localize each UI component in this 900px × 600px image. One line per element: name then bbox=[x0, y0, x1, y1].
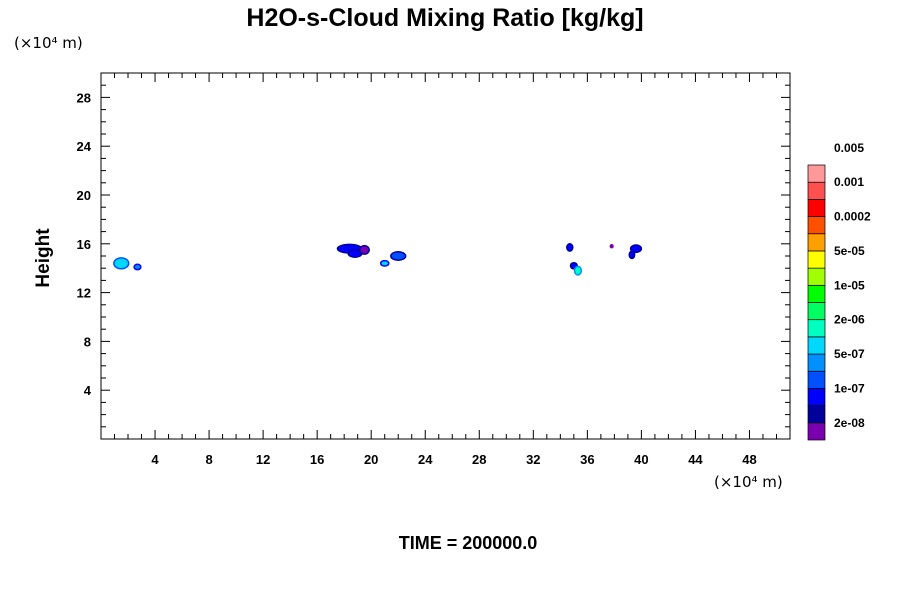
cloud-patch-6 bbox=[390, 250, 407, 262]
colorbar-swatch-8 bbox=[807, 284, 826, 303]
colorbar-swatch-1 bbox=[807, 405, 826, 424]
y-tick-label-16: 16 bbox=[77, 237, 91, 252]
colorbar: 2e-08 1e-07 5e-07 2e-06 1e-05 5e-05 0.0002 0.00… bbox=[807, 141, 871, 441]
colorbar-swatch-14 bbox=[807, 181, 826, 200]
x-tick-label-16: 16 bbox=[310, 452, 324, 467]
cloud-layer bbox=[113, 243, 643, 276]
cloud-patch-5 bbox=[379, 259, 390, 267]
x-unit-label: (×10⁴ m) bbox=[714, 473, 783, 491]
y-unit-label: (×10⁴ m) bbox=[14, 34, 83, 52]
x-tick-label-24: 24 bbox=[418, 452, 433, 467]
y-tick-label-8: 8 bbox=[84, 334, 91, 349]
y-tick-label-20: 20 bbox=[77, 188, 91, 203]
colorbar-swatch-9 bbox=[807, 267, 826, 286]
x-tick-label-32: 32 bbox=[526, 452, 540, 467]
colorbar-swatch-11 bbox=[807, 233, 826, 252]
x-tick-label-36: 36 bbox=[580, 452, 594, 467]
y-tick-label-4: 4 bbox=[84, 383, 92, 398]
colorbar-swatch-10 bbox=[807, 250, 826, 269]
colorbar-label-1: 1e-07 bbox=[834, 381, 865, 395]
cloud-patch-10 bbox=[609, 244, 614, 249]
cloud-patch-1 bbox=[133, 263, 142, 271]
cloud-patch-12 bbox=[628, 250, 636, 260]
colorbar-label-7: 0.001 bbox=[834, 175, 864, 189]
x-tick-label-8: 8 bbox=[205, 452, 212, 467]
x-tick-label-48: 48 bbox=[742, 452, 756, 467]
colorbar-label-8: 0.005 bbox=[834, 141, 864, 155]
cloud-patch-0 bbox=[113, 257, 130, 270]
colorbar-label-5: 5e-05 bbox=[834, 244, 865, 258]
colorbar-swatch-13 bbox=[807, 199, 826, 217]
colorbar-swatch-3 bbox=[807, 370, 826, 389]
colorbar-swatch-12 bbox=[807, 216, 826, 235]
colorbar-label-6: 0.0002 bbox=[834, 210, 871, 224]
x-tick-label-20: 20 bbox=[364, 452, 378, 467]
colorbar-swatch-7 bbox=[807, 302, 826, 321]
y-tick-label-12: 12 bbox=[77, 286, 91, 301]
colorbar-swatch-0 bbox=[807, 422, 826, 441]
colorbar-swatch-4 bbox=[807, 353, 826, 372]
colorbar-label-0: 2e-08 bbox=[834, 416, 865, 430]
colorbar-swatch-6 bbox=[807, 319, 826, 338]
colorbar-label-4: 1e-05 bbox=[834, 278, 865, 292]
cloud-patch-9 bbox=[573, 265, 583, 276]
y-axis-label: Height bbox=[33, 228, 54, 288]
cloud-patch-4 bbox=[358, 244, 370, 255]
cloud-patch-7 bbox=[566, 243, 574, 252]
cloud-patch-11 bbox=[629, 244, 643, 254]
time-label: TIME = 200000.0 bbox=[399, 533, 538, 553]
x-tick-label-12: 12 bbox=[256, 452, 270, 467]
colorbar-label-2: 5e-07 bbox=[834, 347, 865, 361]
y-axis: 4 8 12 16 20 24 28 bbox=[77, 84, 790, 428]
x-tick-label-44: 44 bbox=[688, 452, 703, 467]
x-tick-label-28: 28 bbox=[472, 452, 486, 467]
y-tick-label-28: 28 bbox=[77, 90, 91, 105]
y-tick-label-24: 24 bbox=[77, 139, 92, 154]
colorbar-swatch-15 bbox=[807, 164, 826, 183]
x-tick-label-40: 40 bbox=[634, 452, 648, 467]
colorbar-swatch-5 bbox=[807, 336, 826, 355]
colorbar-label-3: 2e-06 bbox=[834, 313, 865, 327]
x-axis: 4 8 12 16 20 24 28 32 36 40 44 48 bbox=[114, 73, 777, 467]
x-tick-label-4: 4 bbox=[151, 452, 159, 467]
chart-title: H2O-s-Cloud Mixing Ratio [kg/kg] bbox=[246, 4, 643, 32]
colorbar-swatch-2 bbox=[807, 388, 826, 406]
plot-frame bbox=[100, 72, 791, 440]
